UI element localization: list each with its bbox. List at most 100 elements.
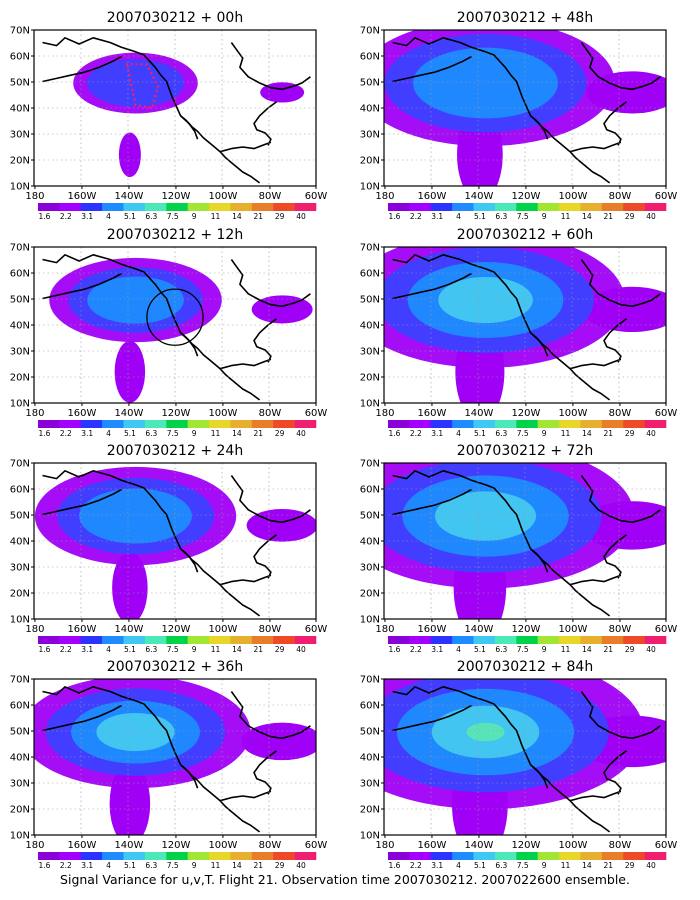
- coastline: [530, 115, 549, 140]
- colorbar-label: 7.5: [517, 212, 529, 221]
- colorbar-label: 29: [275, 645, 285, 654]
- panel-title: 2007030212 + 24h: [107, 443, 243, 459]
- coastline: [180, 332, 199, 357]
- colorbar-swatch: [388, 203, 410, 211]
- colorbar-label: 6.3: [145, 645, 157, 654]
- forecast-panel: 2007030212 + 84h 10N 20N 30N 40N 50N 60N 70N 180…: [360, 659, 678, 870]
- colorbar-label: 2.2: [60, 429, 72, 438]
- graticule: [34, 247, 316, 403]
- latitude-label: 50N: [10, 511, 30, 522]
- longitude-label: 80W: [609, 191, 632, 202]
- colorbar-label: 4: [456, 861, 461, 870]
- colorbar-swatch: [430, 203, 453, 211]
- latitude-label: 30N: [10, 347, 30, 358]
- coastline: [230, 475, 311, 524]
- coastline: [253, 101, 277, 146]
- colorbar-label: 6.3: [145, 212, 157, 221]
- colorbar: 1.6 2.2 3.1 4 5.1 6.3 7.5 9 11 14 21 29 40: [38, 852, 317, 870]
- latitude-label: 10N: [10, 615, 30, 626]
- colorbar-label: 14: [582, 212, 592, 221]
- latitude-label: 50N: [360, 511, 380, 522]
- colorbar-swatch: [580, 636, 603, 644]
- panel-grid: 2007030212 + 00h 10N 20N 30N 40N 50N 60N 70N 180…: [10, 10, 678, 870]
- colorbar-swatch: [452, 852, 474, 860]
- colorbar-label: 2.2: [410, 861, 422, 870]
- colorbar-swatch: [294, 852, 317, 860]
- colorbar-swatch: [80, 636, 103, 644]
- colorbar-swatch: [38, 852, 60, 860]
- latitude-label: 60N: [10, 485, 30, 496]
- longitude-label: 100W: [558, 624, 587, 635]
- latitude-label: 40N: [360, 104, 380, 115]
- colorbar-label: 14: [582, 429, 592, 438]
- longitude-label: 80W: [609, 408, 632, 419]
- longitude-label: 180: [25, 840, 44, 851]
- colorbar-swatch: [473, 636, 496, 644]
- colorbar-label: 21: [253, 212, 263, 221]
- colorbar-swatch: [273, 852, 295, 860]
- colorbar-swatch: [473, 852, 496, 860]
- colorbar-label: 3.1: [431, 429, 443, 438]
- latitude-label: 20N: [360, 589, 380, 600]
- colorbar-label: 4: [456, 429, 461, 438]
- colorbar-label: 21: [603, 645, 613, 654]
- colorbar-swatch: [59, 852, 82, 860]
- colorbar-label: 1.6: [388, 645, 400, 654]
- longitude-label: 80W: [609, 840, 632, 851]
- colorbar-label: 5.1: [124, 861, 136, 870]
- variance-field: [384, 30, 666, 186]
- colorbar-label: 21: [253, 429, 263, 438]
- longitude-label: 160W: [417, 624, 446, 635]
- colorbar-swatch: [251, 420, 274, 428]
- longitude-label: 180: [375, 408, 394, 419]
- variance-contour: [96, 712, 175, 752]
- variance-contour: [114, 340, 146, 403]
- colorbar-label: 9: [542, 861, 547, 870]
- variance-contour: [413, 47, 559, 119]
- latitude-label: 20N: [360, 156, 380, 167]
- latitude-label: 10N: [10, 831, 30, 842]
- variance-contour: [583, 286, 666, 333]
- colorbar-swatch: [251, 636, 274, 644]
- coastline: [42, 488, 122, 516]
- coastline: [219, 141, 272, 153]
- colorbar-swatch: [644, 203, 667, 211]
- latitude-label: 10N: [10, 399, 30, 410]
- colorbar-swatch: [559, 636, 581, 644]
- longitude-label: 140W: [114, 840, 143, 851]
- colorbar-swatch: [494, 636, 517, 644]
- panel-title: 2007030212 + 72h: [457, 443, 593, 459]
- colorbar-label: 5.1: [474, 645, 486, 654]
- colorbar-swatch: [59, 420, 82, 428]
- colorbar-label: 7.5: [167, 429, 179, 438]
- latitude-label: 30N: [10, 563, 30, 574]
- graticule: [384, 30, 666, 186]
- colorbar-label: 3.1: [81, 645, 93, 654]
- variance-field: [384, 463, 666, 619]
- colorbar-swatch: [537, 420, 560, 428]
- colorbar-label: 5.1: [474, 861, 486, 870]
- colorbar-swatch: [580, 420, 603, 428]
- colorbar-swatch: [102, 203, 124, 211]
- colorbar-swatch: [144, 420, 167, 428]
- colorbar-label: 1.6: [388, 429, 400, 438]
- colorbar-swatch: [644, 852, 667, 860]
- colorbar-label: 7.5: [167, 212, 179, 221]
- latitude-label: 70N: [360, 243, 380, 254]
- colorbar-swatch: [580, 852, 603, 860]
- colorbar-label: 11: [211, 212, 221, 221]
- colorbar: 1.6 2.2 3.1 4 5.1 6.3 7.5 9 11 14 21 29 40: [388, 852, 667, 870]
- colorbar-swatch: [230, 636, 253, 644]
- colorbar-swatch: [516, 203, 538, 211]
- colorbar-label: 5.1: [124, 645, 136, 654]
- colorbar-label: 5.1: [124, 212, 136, 221]
- colorbar: 1.6 2.2 3.1 4 5.1 6.3 7.5 9 11 14 21 29 40: [38, 203, 317, 221]
- colorbar-label: 29: [275, 212, 285, 221]
- longitude-label: 180: [375, 840, 394, 851]
- colorbar-label: 3.1: [81, 861, 93, 870]
- latitude-label: 20N: [360, 805, 380, 816]
- colorbar-swatch: [59, 203, 82, 211]
- longitude-label: 60W: [305, 840, 328, 851]
- colorbar-swatch: [473, 203, 496, 211]
- colorbar-swatch: [601, 420, 624, 428]
